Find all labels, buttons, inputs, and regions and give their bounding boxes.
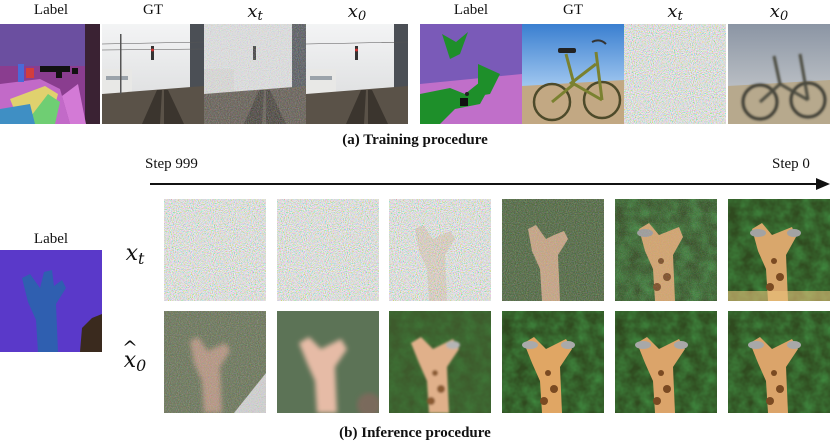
inference-label-giraffe-image [0, 250, 102, 352]
train-gt-railway-image [102, 24, 204, 124]
train-header-label-2: Label [453, 2, 489, 18]
train-gt-bicycle-image [522, 24, 624, 124]
inference-x0hat-step-1-image [164, 311, 266, 413]
step-end-label: Step 0 [772, 156, 810, 172]
train-header-gt-1: GT [143, 2, 163, 18]
inference-x0hat-step-4-image [502, 311, 604, 413]
train-header-x0hat-1: x0 [306, 3, 408, 24]
inference-x0hat-step-3-image [389, 311, 491, 413]
train-x0hat-railway-image [306, 24, 408, 124]
inference-xt-step-3-image [389, 199, 491, 301]
row-label-x0hat: x0 [110, 350, 160, 374]
train-label-bicycle-image [420, 24, 522, 124]
inference-x0hat-step-2-image [277, 311, 379, 413]
train-header-gt-2: GT [563, 2, 583, 18]
train-header-xt-2: xt [667, 1, 683, 25]
inference-xt-step-4-image [502, 199, 604, 301]
train-header-x0hat-2: x0 [728, 3, 830, 24]
inference-label-header: Label [33, 231, 69, 247]
training-caption: (a) Training procedure [342, 132, 488, 148]
inference-xt-step-2-image [277, 199, 379, 301]
row-label-xt: xt [125, 241, 145, 268]
step-start-label: Step 999 [145, 156, 198, 172]
timeline-arrow [150, 177, 830, 191]
train-header-xt-1: xt [247, 1, 263, 25]
inference-x0hat-step-5-image [615, 311, 717, 413]
inference-caption: (b) Inference procedure [339, 425, 491, 441]
inference-xt-step-1-image [164, 199, 266, 301]
inference-x0hat-step-6-image [728, 311, 830, 413]
inference-xt-step-6-image [728, 199, 830, 301]
train-label-railway-image [0, 24, 100, 124]
train-x0hat-bicycle-image [728, 24, 830, 124]
train-xt-bicycle-image [624, 24, 726, 124]
inference-xt-step-5-image [615, 199, 717, 301]
train-header-label-1: Label [33, 2, 69, 18]
train-xt-railway-image [204, 24, 306, 124]
